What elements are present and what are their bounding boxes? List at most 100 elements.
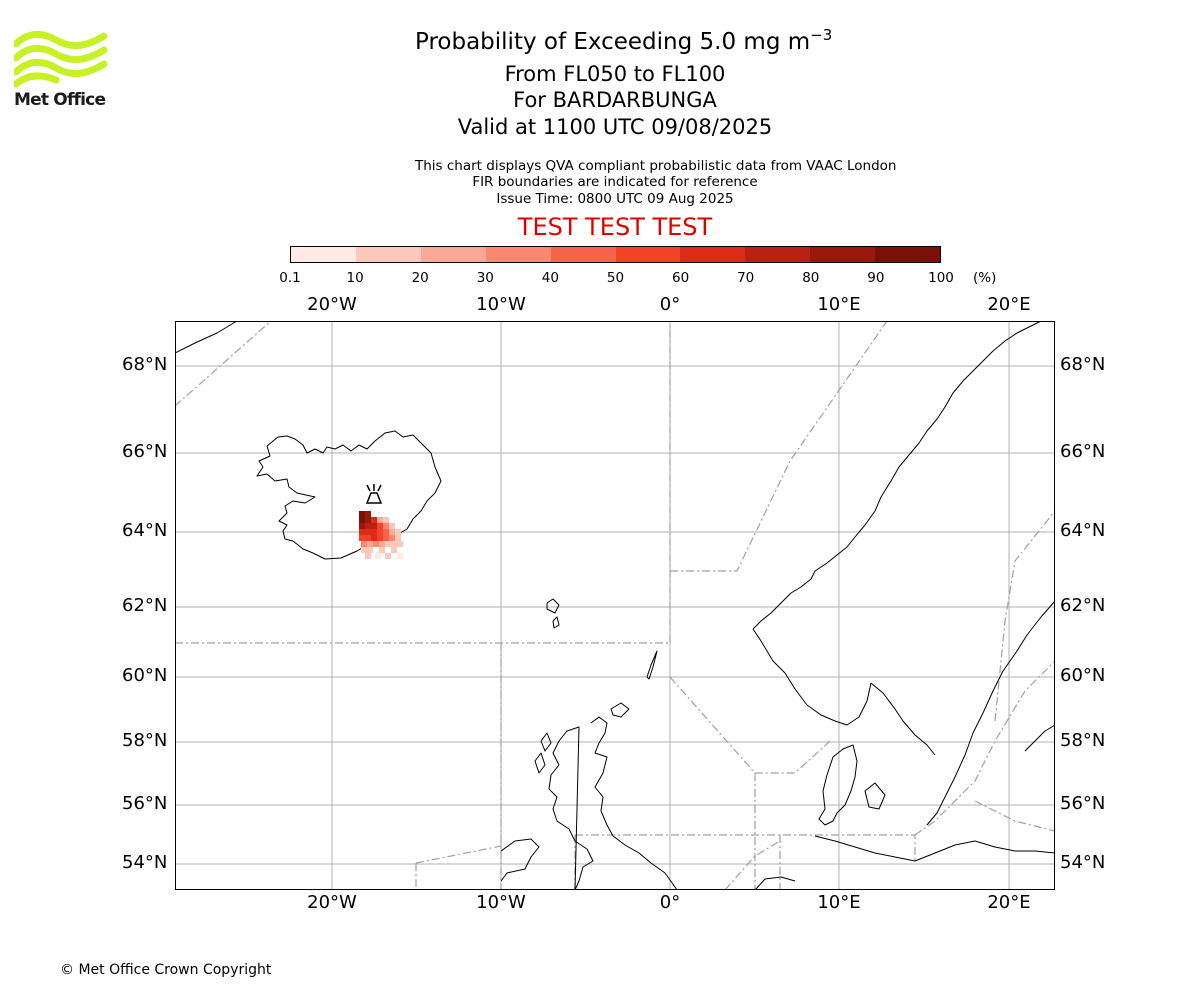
coastlines (175, 321, 1055, 890)
prob-cell (377, 517, 383, 523)
colorbar-segment (355, 247, 421, 262)
colorbar-segment (680, 247, 746, 262)
prob-cell (365, 535, 371, 541)
prob-cell (379, 547, 385, 553)
prob-cell (395, 529, 401, 535)
met-office-waves-icon (12, 31, 108, 88)
colorbar-segment (810, 247, 876, 262)
prob-cell (391, 547, 397, 553)
note-qva: This chart displays QVA compliant probab… (415, 158, 897, 174)
prob-cell (395, 535, 401, 541)
colorbar-segment (420, 247, 486, 262)
colorbar-segment (745, 247, 811, 262)
map-frame (175, 321, 1055, 890)
lon-label-bottom: 20°W (307, 892, 357, 913)
probability-cells (359, 511, 403, 559)
colorbar-segment (875, 247, 941, 262)
test-banner: TEST TEST TEST (517, 213, 713, 241)
prob-cell (391, 541, 397, 547)
lat-label-left: 64°N (122, 520, 168, 541)
lat-label-left: 54°N (122, 852, 168, 873)
lat-label-right: 62°N (1060, 595, 1106, 616)
lat-label-right: 66°N (1060, 441, 1106, 462)
prob-cell (365, 523, 371, 529)
note-fir: FIR boundaries are indicated for referen… (472, 174, 758, 190)
colorbar-segment (291, 247, 356, 262)
chart-title: Probability of Exceeding 5.0 mg m−3 (415, 26, 832, 55)
prob-cell (385, 541, 391, 547)
prob-cell (397, 541, 403, 547)
prob-cell (377, 529, 383, 535)
map-border (175, 321, 1055, 890)
lat-label-right: 60°N (1060, 665, 1106, 686)
colorbar-unit: (%) (973, 270, 997, 286)
colorbar-tick-label: 0.1 (279, 270, 301, 286)
uk-coast (548, 716, 678, 890)
prob-cell (365, 511, 371, 517)
met-office-logo: Met Office (12, 30, 108, 112)
lat-label-left: 60°N (122, 665, 168, 686)
colorbar-tick-label: 90 (867, 270, 885, 286)
prob-cell (365, 553, 371, 559)
lat-label-right: 64°N (1060, 520, 1106, 541)
prob-cell (367, 541, 373, 547)
lat-label-right: 56°N (1060, 793, 1106, 814)
graticule (175, 321, 1055, 890)
colorbar-tick-label: 70 (737, 270, 755, 286)
prob-cell (389, 535, 395, 541)
lon-label-bottom: 0° (659, 892, 681, 913)
probability-colorbar (290, 246, 941, 263)
fir-boundaries (175, 321, 1055, 890)
prob-cell (397, 553, 403, 559)
prob-cell (365, 529, 371, 535)
lat-label-left: 62°N (122, 595, 168, 616)
colorbar-tick-label: 40 (541, 270, 559, 286)
lat-label-right: 54°N (1060, 852, 1106, 873)
prob-cell (371, 529, 377, 535)
valid-time: Valid at 1100 UTC 09/08/2025 (457, 115, 773, 139)
volcano-icon (365, 484, 383, 504)
prob-cell (371, 517, 377, 523)
prob-cell (383, 523, 389, 529)
lon-label-top: 0° (659, 294, 681, 315)
prob-cell (373, 541, 379, 547)
issue-time: Issue Time: 0800 UTC 09 Aug 2025 (496, 191, 734, 207)
colorbar-segment (550, 247, 616, 262)
prob-cell (389, 523, 395, 529)
prob-cell (359, 529, 365, 535)
prob-cell (389, 529, 395, 535)
volcano-name: For BARDARBUNGA (513, 88, 717, 112)
prob-cell (383, 535, 389, 541)
colorbar-tick-label: 100 (928, 270, 954, 286)
prob-cell (377, 535, 383, 541)
colorbar-tick-label: 60 (672, 270, 690, 286)
lon-label-top: 20°E (987, 294, 1031, 315)
prob-cell (359, 523, 365, 529)
lon-label-bottom: 10°W (476, 892, 526, 913)
copyright-notice: © Met Office Crown Copyright (60, 962, 272, 978)
prob-cell (377, 523, 383, 529)
lon-label-top: 20°W (307, 294, 357, 315)
prob-cell (379, 541, 385, 547)
lat-label-left: 66°N (122, 441, 168, 462)
level-range: From FL050 to FL100 (504, 62, 726, 86)
prob-cell (359, 511, 365, 517)
colorbar-segment (615, 247, 681, 262)
title-text: Probability of Exceeding 5.0 mg m (415, 29, 811, 55)
colorbar-tick-label: 80 (802, 270, 820, 286)
prob-cell (361, 547, 367, 553)
prob-cell (385, 553, 391, 559)
title-exponent: −3 (810, 26, 833, 44)
colorbar-segment (485, 247, 551, 262)
prob-cell (365, 517, 371, 523)
lon-label-bottom: 10°E (817, 892, 861, 913)
prob-cell (383, 529, 389, 535)
lon-label-top: 10°E (817, 294, 861, 315)
prob-cell (371, 523, 377, 529)
colorbar-tick-label: 50 (606, 270, 625, 286)
lon-label-bottom: 20°E (987, 892, 1031, 913)
lon-label-top: 10°W (476, 294, 526, 315)
prob-cell (383, 517, 389, 523)
denmark-coast (818, 744, 858, 826)
lat-label-right: 68°N (1060, 354, 1106, 375)
